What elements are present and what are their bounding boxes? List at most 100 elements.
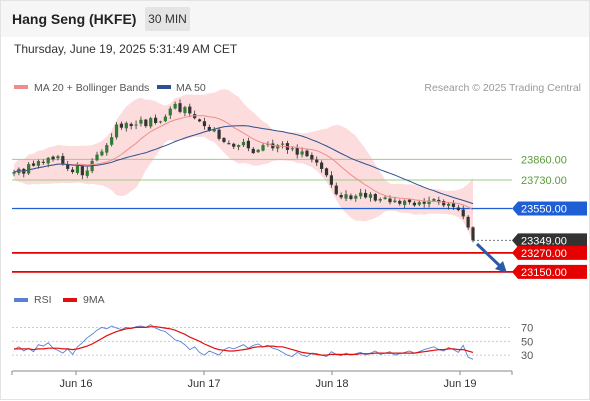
interval-button[interactable]: 30 MIN bbox=[145, 7, 190, 31]
candle-body bbox=[139, 119, 143, 124]
level-tag-support: 23270.00 bbox=[512, 245, 587, 260]
chart-header: Hang Seng (HKFE) 30 MIN bbox=[1, 1, 589, 37]
candle-body bbox=[237, 145, 241, 147]
rsi-tick-label: 70 bbox=[521, 322, 533, 334]
ma20-line bbox=[13, 115, 474, 211]
candle bbox=[295, 144, 299, 159]
candle-body bbox=[305, 150, 309, 157]
ma50-line bbox=[13, 125, 474, 205]
candle-body bbox=[471, 227, 475, 241]
candle-body bbox=[466, 216, 470, 228]
candle bbox=[412, 200, 417, 207]
candle bbox=[100, 149, 104, 157]
candle bbox=[368, 192, 373, 202]
candle-body bbox=[320, 162, 324, 169]
candle bbox=[134, 120, 138, 130]
candle-body bbox=[324, 168, 329, 176]
candle-body bbox=[368, 194, 373, 198]
candle bbox=[437, 196, 441, 205]
candle bbox=[349, 193, 353, 201]
candle bbox=[334, 182, 338, 196]
candle-body bbox=[51, 156, 55, 160]
candle-body bbox=[36, 160, 41, 166]
candle-body bbox=[378, 199, 382, 201]
level-tag-box bbox=[512, 264, 587, 279]
candle-body bbox=[363, 192, 368, 198]
candle bbox=[329, 171, 333, 188]
candle-body bbox=[290, 148, 294, 150]
candle bbox=[124, 121, 128, 132]
candle bbox=[31, 160, 36, 167]
candle-body bbox=[442, 200, 446, 206]
candle-body bbox=[334, 185, 338, 195]
candle bbox=[149, 116, 153, 129]
candle-body bbox=[163, 116, 167, 122]
candle bbox=[232, 142, 236, 150]
candle-body bbox=[27, 164, 31, 174]
candle-body bbox=[41, 161, 45, 163]
candle-body bbox=[56, 156, 60, 159]
candle bbox=[85, 166, 89, 179]
candle bbox=[261, 143, 265, 152]
candle bbox=[310, 152, 314, 163]
candle-body bbox=[158, 121, 163, 123]
candle bbox=[324, 167, 329, 178]
candle-body bbox=[388, 198, 392, 203]
candle bbox=[300, 147, 304, 158]
x-tick-label: Jun 17 bbox=[187, 378, 220, 390]
candle-body bbox=[124, 122, 128, 129]
candle-body bbox=[227, 143, 231, 145]
timestamp: Thursday, June 19, 2025 5:31:49 AM CET bbox=[14, 42, 238, 56]
candle-body bbox=[61, 156, 65, 165]
candle-body bbox=[154, 117, 158, 123]
candle-body bbox=[349, 195, 353, 200]
candle-body bbox=[144, 119, 148, 127]
candle-body bbox=[373, 194, 377, 201]
level-tag-box bbox=[512, 233, 587, 248]
level-tag-label: 23270.00 bbox=[521, 248, 567, 260]
level-tag-support: 23150.00 bbox=[512, 264, 587, 279]
candle bbox=[70, 167, 75, 174]
candle-body bbox=[407, 199, 412, 203]
candle bbox=[407, 198, 412, 205]
candle bbox=[163, 114, 167, 123]
candle bbox=[188, 103, 192, 118]
candle bbox=[105, 143, 109, 156]
candle-body bbox=[129, 123, 133, 127]
candle bbox=[398, 199, 402, 206]
candle-body bbox=[31, 163, 36, 166]
x-tick-label: Jun 16 bbox=[59, 378, 92, 390]
candle bbox=[217, 128, 221, 141]
candle-body bbox=[119, 123, 124, 128]
level-tag-box bbox=[512, 201, 587, 216]
level-tag-label: 23150.00 bbox=[521, 267, 567, 279]
candle bbox=[110, 133, 114, 147]
candle-body bbox=[46, 157, 50, 164]
rsi-line bbox=[13, 324, 474, 360]
level-label-resistance: 23860.00 bbox=[521, 154, 567, 166]
legend-swatch-ma20 bbox=[14, 85, 28, 89]
legend-label-ma20: MA 20 + Bollinger Bands bbox=[34, 82, 149, 94]
candle-body bbox=[222, 138, 226, 142]
candle bbox=[114, 122, 119, 140]
candle-body bbox=[451, 203, 456, 207]
candle-body bbox=[100, 151, 104, 156]
candle-body bbox=[446, 203, 451, 206]
candle bbox=[158, 120, 163, 124]
candle-body bbox=[168, 108, 172, 116]
candle-body bbox=[12, 172, 16, 174]
candle-body bbox=[207, 127, 211, 131]
candle bbox=[320, 160, 324, 173]
level-label-resistance: 23730.00 bbox=[521, 175, 567, 187]
candle bbox=[251, 146, 255, 154]
candle bbox=[403, 199, 407, 209]
candle bbox=[451, 200, 456, 211]
candle-body bbox=[66, 164, 70, 169]
candle bbox=[256, 148, 260, 153]
candle bbox=[173, 101, 177, 110]
candle bbox=[237, 144, 241, 151]
candle bbox=[344, 190, 348, 202]
level-tag-label: 23349.00 bbox=[521, 235, 567, 247]
